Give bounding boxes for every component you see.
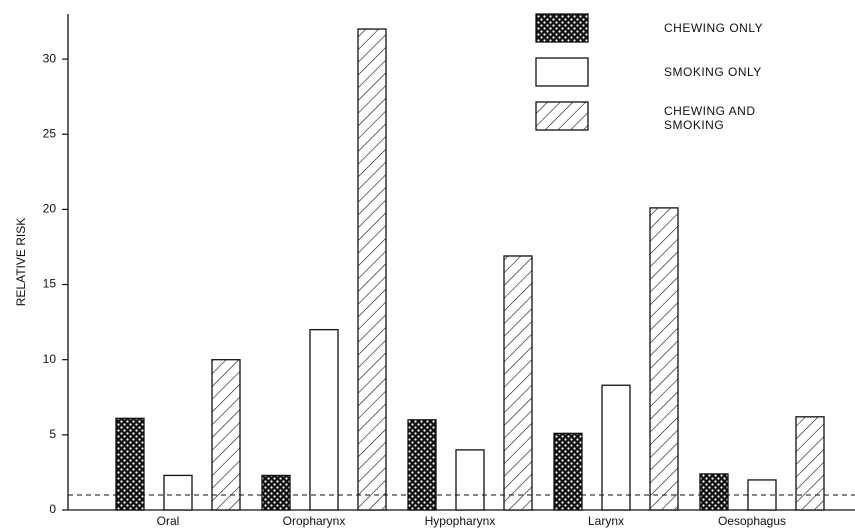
bar bbox=[261, 474, 291, 511]
legend-swatch bbox=[535, 13, 589, 43]
y-tick-label: 25 bbox=[43, 126, 57, 140]
y-tick-label: 20 bbox=[43, 202, 57, 216]
legend-label: CHEWING ONLY bbox=[664, 21, 764, 35]
bar bbox=[795, 416, 825, 511]
legend-label: SMOKING ONLY bbox=[664, 65, 762, 79]
bar bbox=[115, 417, 145, 511]
bar bbox=[503, 255, 533, 511]
y-tick-label: 30 bbox=[43, 51, 57, 65]
legend-label: CHEWING AND SMOKING bbox=[664, 104, 756, 132]
x-tick-label: Oropharynx bbox=[283, 514, 346, 528]
y-tick-label: 15 bbox=[43, 277, 57, 291]
y-axis-label: RELATIVE RISK bbox=[14, 218, 28, 306]
x-tick-label: Larynx bbox=[588, 514, 624, 528]
bar bbox=[211, 359, 241, 511]
bar bbox=[357, 28, 387, 511]
x-tick-label: Oral bbox=[157, 514, 180, 528]
bar bbox=[163, 474, 193, 511]
x-tick-label: Hypopharynx bbox=[425, 514, 496, 528]
y-tick-label: 0 bbox=[49, 502, 56, 516]
bar bbox=[553, 432, 583, 511]
legend-swatch bbox=[535, 101, 589, 131]
bar bbox=[649, 207, 679, 511]
bar bbox=[699, 473, 729, 511]
bar bbox=[309, 328, 339, 511]
bar bbox=[455, 449, 485, 511]
bar bbox=[407, 419, 437, 511]
legend-item: SMOKING ONLY bbox=[664, 65, 762, 79]
x-tick-label: Oesophagus bbox=[718, 514, 786, 528]
bar bbox=[601, 384, 631, 511]
legend-swatch bbox=[535, 57, 589, 87]
y-tick-label: 5 bbox=[49, 427, 56, 441]
y-tick-label: 10 bbox=[43, 352, 57, 366]
legend-item: CHEWING ONLY bbox=[664, 21, 764, 35]
legend-item: CHEWING AND SMOKING bbox=[664, 104, 756, 132]
